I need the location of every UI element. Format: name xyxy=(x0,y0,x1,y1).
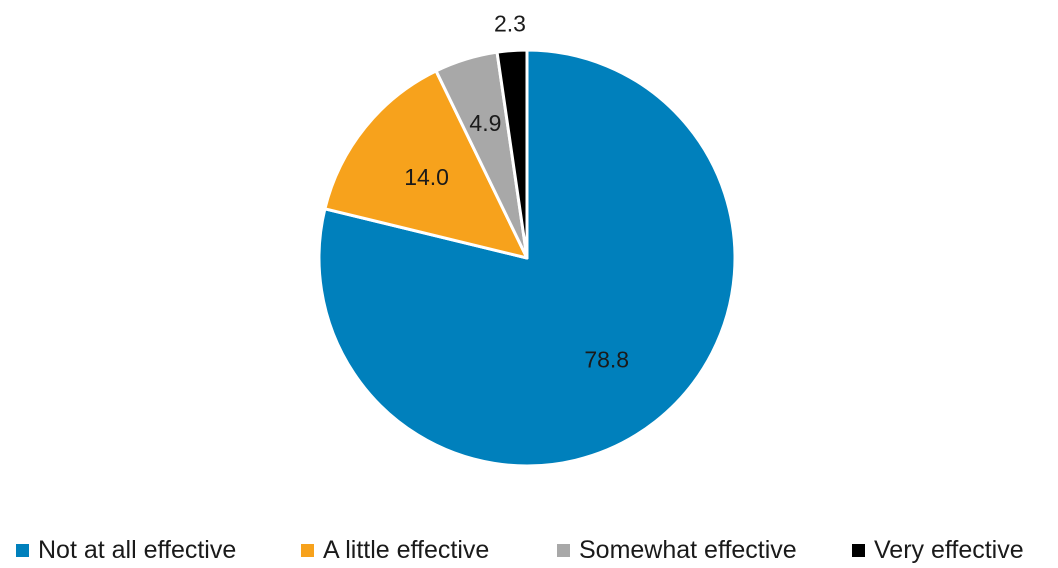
data-label-not-at-all-effective: 78.8 xyxy=(584,346,629,372)
pie-slice-a-little-effective xyxy=(323,69,529,260)
data-label-a-little-effective: 14.0 xyxy=(404,164,449,190)
legend-label-somewhat-effective: Somewhat effective xyxy=(579,536,797,564)
pie-slice-not-at-all-effective xyxy=(317,48,737,468)
legend-swatch-a-little-effective xyxy=(301,543,314,557)
legend-swatch-not-at-all-effective xyxy=(16,543,29,557)
legend-item-not-at-all-effective: Not at all effective xyxy=(16,532,236,568)
data-label-very-effective: 2.3 xyxy=(494,11,526,37)
chart-legend: Not at all effective A little effective … xyxy=(0,532,1058,568)
legend-label-a-little-effective: A little effective xyxy=(323,536,490,564)
legend-label-not-at-all-effective: Not at all effective xyxy=(38,536,237,564)
legend-item-a-little-effective: A little effective xyxy=(301,532,489,568)
pie-data-labels: 78.8 14.0 4.9 2.3 xyxy=(404,11,629,373)
pie-slice-very-effective xyxy=(495,48,529,260)
legend-swatch-very-effective xyxy=(852,543,865,557)
legend-item-very-effective: Very effective xyxy=(852,532,1024,568)
data-label-somewhat-effective: 4.9 xyxy=(469,110,501,136)
pie-slices xyxy=(317,48,737,468)
pie-svg: 78.8 14.0 4.9 2.3 xyxy=(317,11,737,468)
legend-swatch-somewhat-effective xyxy=(557,543,570,557)
legend-label-very-effective: Very effective xyxy=(874,536,1024,564)
legend-item-somewhat-effective: Somewhat effective xyxy=(557,532,797,568)
